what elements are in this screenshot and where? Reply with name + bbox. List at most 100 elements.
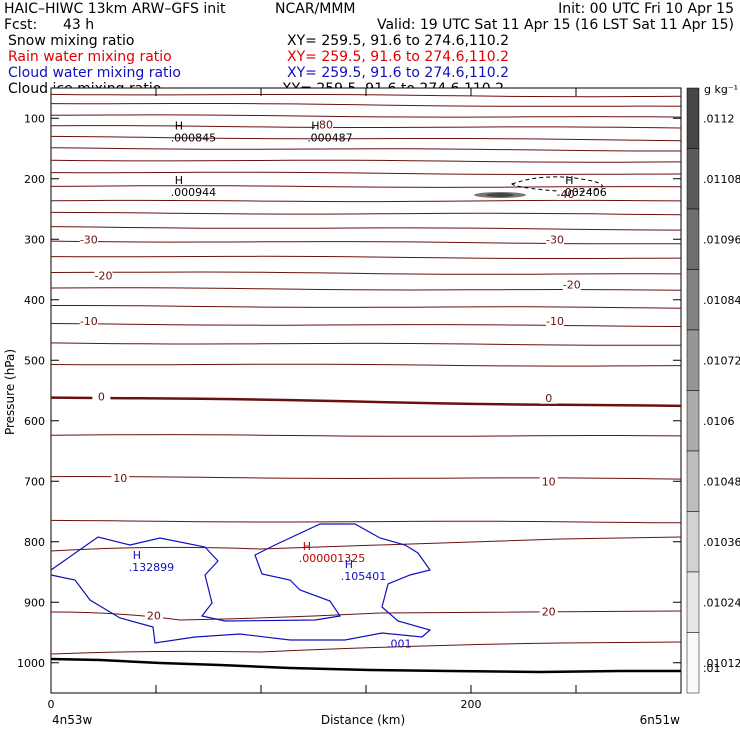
- maximum-value: .000845: [171, 131, 217, 144]
- field-maxima: H.000845H.000487H.000944H.002406H.132899…: [129, 119, 607, 583]
- temperature-label: 10: [542, 475, 556, 488]
- temperature-label: -80: [315, 118, 333, 131]
- maximum-marker: H: [303, 540, 311, 553]
- colorbar-label: .01108: [703, 173, 740, 186]
- isotherm: [50, 135, 682, 142]
- ice-shading-core: [486, 193, 514, 197]
- isotherm: [50, 114, 682, 118]
- temperature-label: -40: [557, 188, 575, 201]
- y-tick-label: 300: [24, 233, 45, 246]
- field-xy-cloud-water: XY= 259.5, 91.6 to 274.6,110.2: [287, 65, 509, 81]
- cloud-water-contour-main: [50, 523, 432, 644]
- colorbar-label: .01012: [703, 657, 740, 670]
- isotherm: [50, 342, 682, 346]
- colorbar-segment: [686, 632, 700, 694]
- temperature-label: -30: [546, 233, 564, 246]
- maximum-marker: H: [175, 174, 183, 187]
- y-tick-label: 1000: [17, 657, 45, 670]
- y-tick-label: 500: [24, 354, 45, 367]
- isotherm: [50, 255, 682, 259]
- colorbar-segment: [686, 208, 700, 270]
- maximum-marker: H: [345, 558, 353, 571]
- maximum-marker: H: [175, 119, 183, 132]
- plot-frame: [50, 87, 682, 694]
- temperature-label-bg: [539, 475, 558, 488]
- isotherm: [50, 211, 682, 216]
- isotherm: [50, 519, 682, 524]
- temperature-labels: -80 -40 -30 -30 -20 -20 -10 -10 0 0 10 10 20 20: [79, 118, 581, 623]
- temperature-label-bg: [315, 118, 333, 131]
- colorbar-label: .01084: [703, 294, 740, 307]
- colorbar-unit: g kg⁻¹: [704, 83, 738, 96]
- x-tick-label: 0: [48, 698, 55, 711]
- temperature-label-bg: [92, 390, 111, 403]
- temperature-label-bg: [539, 391, 558, 404]
- isotherm: [50, 125, 682, 129]
- isotherm: [50, 171, 682, 176]
- maximum-marker: H: [311, 119, 319, 132]
- temperature-label-bg: [79, 314, 98, 327]
- temperature-label: -30: [80, 233, 98, 246]
- maximum-marker: H: [133, 549, 141, 562]
- y-tick-label: 900: [24, 596, 45, 609]
- cloud-water-contour-label: .001: [387, 637, 412, 650]
- temperature-label: 20: [147, 610, 161, 623]
- field-name-cloud-water: Cloud water mixing ratio: [8, 65, 181, 81]
- maximum-value: .000487: [307, 131, 353, 144]
- isotherm: [50, 226, 682, 231]
- temperature-label-bg: [546, 314, 564, 327]
- temperature-label-bg: [546, 233, 564, 246]
- temperature-label: 0: [545, 392, 552, 405]
- temperature-label-bg: [539, 605, 558, 618]
- endpoint-left: 4n53w: [52, 713, 93, 727]
- isotherm: [50, 103, 682, 107]
- isotherm: [50, 434, 682, 437]
- colorbar-segment: [686, 269, 700, 331]
- colorbar-segment: [686, 390, 700, 452]
- colorbar-label: .01072: [703, 354, 740, 367]
- isotherm: [50, 271, 682, 275]
- maximum-value: .105401: [341, 570, 387, 583]
- y-tick-label: 800: [24, 536, 45, 549]
- temperature-label: 0: [98, 391, 105, 404]
- x-axis-ticks: 0 20 0: [48, 88, 577, 711]
- colorbar-segment: [686, 329, 700, 391]
- temperature-label: 20: [542, 605, 556, 618]
- temperature-label: 10: [113, 472, 127, 485]
- isotherm: [50, 475, 682, 480]
- temperature-label-bg: [562, 278, 581, 291]
- colorbar-label: .01: [703, 662, 721, 675]
- isotherm: [50, 159, 682, 163]
- temperature-label-bg: [144, 609, 163, 622]
- isotherm: [50, 240, 682, 245]
- temperature-contours: [50, 93, 682, 655]
- colorbar-label: .0106: [703, 415, 735, 428]
- x-axis-label: Distance (km): [321, 713, 405, 727]
- y-tick-label: 600: [24, 415, 45, 428]
- isotherm: [50, 147, 681, 152]
- maximum-marker: H: [565, 174, 573, 187]
- isotherm: [50, 185, 682, 188]
- y-tick-label: 400: [24, 294, 45, 307]
- isotherm: [50, 323, 682, 327]
- maximum-value: .002406: [561, 186, 607, 199]
- colorbar-label: .01036: [703, 536, 740, 549]
- colorbar-label: .01096: [703, 233, 740, 246]
- temperature-label-bg: [94, 269, 113, 282]
- field-name-snow: Snow mixing ratio: [8, 33, 134, 49]
- colorbar-segment: [686, 450, 700, 512]
- maximum-value: .132899: [129, 561, 175, 574]
- valid-time: Valid: 19 UTC Sat 11 Apr 15 (16 LST Sat …: [377, 17, 734, 33]
- maximum-value: .000001325: [299, 552, 365, 565]
- colorbar-label: .01024: [703, 596, 740, 609]
- title-left: HAIC–HIWC 13km ARW–GFS init: [4, 1, 226, 17]
- isotherm: [50, 199, 682, 203]
- isotherm: [50, 363, 682, 367]
- colorbar: g kg⁻¹ .0112 .01108 .01096 .01084 .01072 .010…: [686, 83, 740, 694]
- maximum-value: .000944: [171, 186, 217, 199]
- temperature-label: -10: [80, 315, 98, 328]
- temperature-label: -20: [95, 270, 113, 283]
